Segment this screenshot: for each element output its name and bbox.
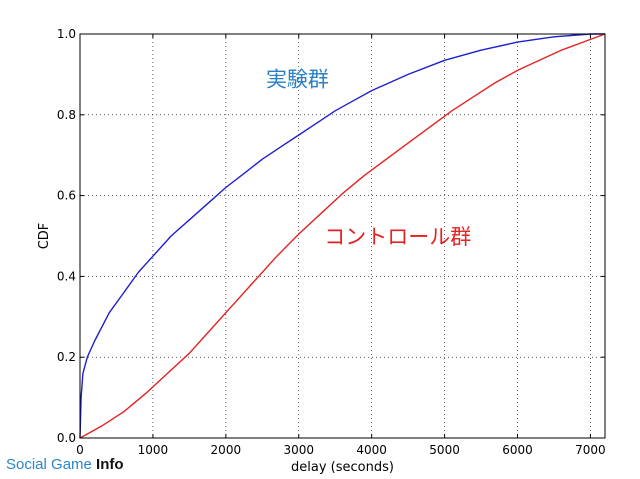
tick-labels: 0 1000 2000 3000 4000 5000 6000 7000 0.0 0.2 0.4 0.… — [57, 27, 606, 457]
x-tick-label: 7000 — [575, 443, 606, 457]
y-tick-label: 0.6 — [57, 189, 76, 203]
x-axis-label: delay (seconds) — [291, 460, 394, 475]
y-tick-label: 0.2 — [57, 350, 76, 364]
plot-frame — [79, 33, 606, 439]
x-tick-label: 4000 — [356, 443, 387, 457]
x-tick-label: 5000 — [429, 443, 460, 457]
y-axis-label: CDF — [37, 223, 52, 250]
series-label-1: 実験群 — [266, 68, 329, 92]
y-tick-label: 1.0 — [57, 27, 76, 41]
series-line-2 — [79, 33, 606, 439]
x-tick-label: 0 — [76, 443, 84, 457]
y-tick-label: 0.4 — [57, 269, 76, 283]
series-lines — [79, 33, 606, 439]
x-tick-label: 1000 — [138, 443, 169, 457]
series-line-1 — [79, 33, 605, 439]
x-tick-label: 3000 — [283, 443, 314, 457]
watermark-text-part2: Info — [96, 456, 124, 473]
x-tick-label: 6000 — [502, 443, 533, 457]
y-tick-label: 0.8 — [57, 108, 76, 122]
x-tick-label: 2000 — [211, 443, 242, 457]
y-tick-label: 0.0 — [57, 431, 76, 445]
watermark-text-part1: Social Game — [6, 456, 97, 473]
series-label-2: コントロール群 — [324, 225, 471, 249]
watermark-logo: Social Game Info — [6, 456, 124, 474]
